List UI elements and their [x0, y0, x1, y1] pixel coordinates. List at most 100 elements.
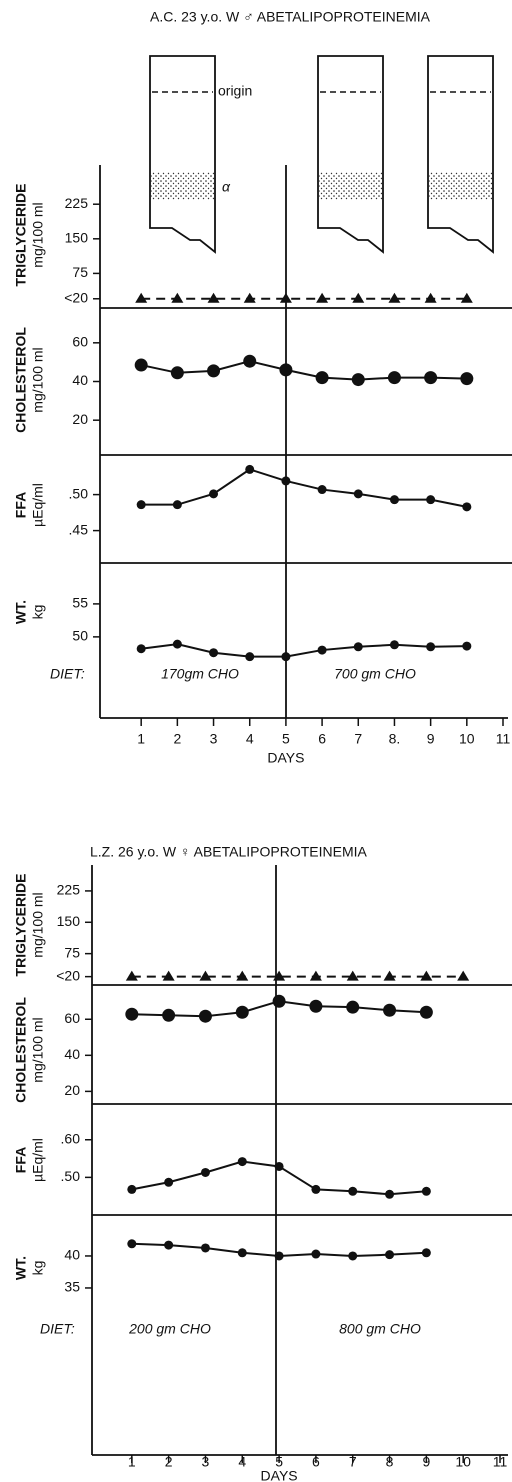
point-marker: [426, 642, 436, 652]
y-tick-label: .50: [61, 1168, 81, 1184]
y-tick-label: 40: [72, 372, 88, 388]
y-axis-label: WT.: [13, 600, 29, 624]
point-marker: [272, 994, 286, 1008]
y-tick-label: 35: [64, 1279, 80, 1295]
y-axis-label: kg: [30, 605, 46, 620]
point-marker: [315, 371, 329, 385]
chart-title: A.C. 23 y.o. W ♂ ABETALIPOPROTEINEMIA: [150, 9, 431, 25]
y-tick-label: 50: [72, 628, 88, 644]
strip: [427, 55, 494, 254]
y-tick-label: .60: [61, 1130, 81, 1146]
point-marker: [127, 1184, 137, 1194]
point-marker: [424, 371, 438, 385]
y-axis-label: mg/100 ml: [30, 347, 46, 412]
point-marker: [125, 1007, 139, 1021]
point-marker: [164, 1177, 174, 1187]
y-tick-label: 40: [64, 1046, 80, 1062]
chromatography-strips: [149, 55, 494, 254]
x-tick-label: 11: [496, 731, 511, 747]
point-marker: [209, 648, 219, 658]
point-marker: [198, 1009, 212, 1023]
x-tick-label: 1: [137, 731, 145, 747]
point-marker: [317, 485, 327, 495]
y-tick-label: 20: [64, 1082, 80, 1098]
point-marker: [237, 1157, 247, 1167]
x-tick-label: 10: [455, 1454, 471, 1470]
diet-label: DIET:: [50, 666, 85, 682]
point-marker: [387, 371, 401, 385]
y-tick-label: <20: [56, 967, 80, 983]
y-tick-label: 150: [57, 913, 81, 929]
chart: A.C. 23 y.o. W ♂ ABETALIPOPROTEINEMIA 1 2 3…: [13, 9, 512, 766]
annotation: origin: [218, 83, 252, 99]
triangle-marker: [457, 970, 470, 981]
point-marker: [385, 1250, 395, 1260]
point-marker: [311, 1184, 321, 1194]
triangle-marker: [316, 292, 329, 303]
triangle-marker: [309, 970, 322, 981]
point-marker: [164, 1240, 174, 1250]
x-tick-label: 5: [282, 731, 290, 747]
point-marker: [383, 1003, 397, 1017]
diet-label: DIET:: [40, 1321, 75, 1337]
x-tick-label: 3: [202, 1454, 210, 1470]
y-tick-label: 150: [65, 230, 89, 246]
triangle-marker: [162, 970, 175, 981]
point-marker: [317, 645, 327, 655]
point-marker: [385, 1189, 395, 1199]
y-tick-label: <20: [64, 289, 88, 305]
series-line: [141, 643, 467, 658]
point-marker: [421, 1186, 431, 1196]
x-axis-label: DAYS: [261, 1468, 298, 1482]
point-marker: [421, 1248, 431, 1258]
x-tick-label: 8.: [389, 731, 401, 747]
series-line: [140, 360, 467, 381]
diet-annotation: 170gm CHO: [161, 666, 239, 682]
point-marker: [243, 354, 257, 368]
point-marker: [462, 502, 472, 512]
point-marker: [245, 464, 255, 474]
x-tick-label: 5: [275, 1454, 283, 1470]
point-marker: [237, 1248, 247, 1258]
y-axis-label: mg/100 ml: [30, 892, 46, 957]
x-tick-label: 11: [493, 1454, 508, 1470]
point-marker: [274, 1161, 284, 1171]
annotation: α: [222, 179, 231, 195]
y-axis-label: FFA: [13, 1147, 29, 1173]
point-marker: [134, 358, 148, 372]
triangle-marker: [171, 292, 184, 303]
y-axis-label: mg/100 ml: [30, 202, 46, 267]
triangle-marker: [383, 970, 396, 981]
x-tick-label: 6: [318, 731, 326, 747]
y-axis-label: kg: [30, 1261, 46, 1276]
triangle-marker: [460, 292, 473, 303]
point-marker: [281, 652, 291, 662]
triangle-marker: [420, 970, 433, 981]
x-tick-label: 1: [128, 1454, 136, 1470]
y-tick-label: 60: [64, 1010, 80, 1026]
point-marker: [274, 1251, 284, 1261]
point-marker: [460, 372, 474, 386]
triangle-marker: [125, 970, 138, 981]
y-tick-label: 20: [72, 411, 88, 427]
x-tick-label: 2: [165, 1454, 173, 1470]
y-tick-label: .45: [69, 521, 89, 537]
triangle-marker: [199, 970, 212, 981]
x-tick-label: 8: [386, 1454, 394, 1470]
point-marker: [136, 500, 146, 510]
x-tick-label: 3: [210, 731, 218, 747]
x-tick-label: 2: [173, 731, 181, 747]
point-marker: [353, 489, 363, 499]
x-tick-label: 7: [349, 1454, 357, 1470]
point-marker: [172, 639, 182, 649]
strip: [149, 55, 216, 254]
y-tick-label: 225: [65, 195, 89, 211]
y-axis-label: WT.: [13, 1256, 29, 1280]
y-axis-label: µEq/ml: [30, 483, 46, 527]
point-marker: [311, 1249, 321, 1259]
y-tick-label: 75: [72, 264, 88, 280]
y-tick-label: 75: [64, 944, 80, 960]
y-axis-label: TRIGLYCERIDE: [13, 184, 29, 287]
y-axis-label: CHOLESTEROL: [13, 997, 29, 1103]
